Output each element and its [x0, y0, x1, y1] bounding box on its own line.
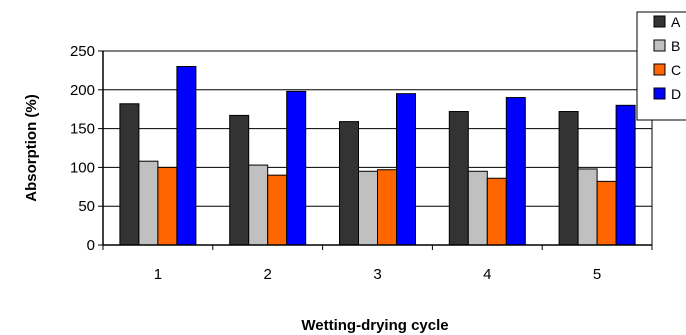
bar-b-1 — [138, 160, 159, 246]
bar-a-1 — [119, 103, 140, 246]
legend-swatch-a — [653, 15, 666, 28]
y-tick-label: 0 — [87, 237, 95, 254]
x-tick-label: 2 — [264, 266, 272, 283]
x-tick-label: 1 — [154, 266, 162, 283]
bar-b-2 — [248, 164, 269, 246]
bar-c-4 — [486, 177, 507, 246]
y-tick-label: 50 — [78, 198, 95, 215]
bar-d-3 — [396, 93, 416, 246]
y-tick-label: 200 — [70, 82, 95, 99]
bar-b-4 — [467, 170, 488, 246]
bar-c-1 — [157, 166, 178, 246]
bars — [119, 66, 636, 246]
y-tick-label: 250 — [70, 43, 95, 60]
bar-d-1 — [176, 66, 197, 246]
bar-c-5 — [596, 180, 617, 246]
bar-d-5 — [615, 104, 636, 246]
bar-a-2 — [229, 114, 250, 246]
legend-label-c: C — [671, 62, 681, 78]
tick-labels: 0 50 100 150 200 250 1 2 3 4 5 — [70, 43, 601, 283]
bar-c-3 — [377, 169, 397, 246]
legend-swatch-d — [653, 87, 666, 100]
legend-swatch-c — [653, 63, 666, 76]
legend-swatch-b — [653, 39, 666, 52]
bar-c-2 — [267, 174, 288, 246]
bar-a-3 — [339, 121, 359, 246]
bar-d-2 — [286, 90, 307, 246]
y-tick-label: 100 — [70, 159, 95, 176]
bar-b-5 — [577, 168, 598, 246]
y-axis-title: Absorption (%) — [23, 94, 40, 201]
legend-label-d: D — [671, 86, 681, 102]
bar-a-4 — [448, 111, 469, 246]
y-tick-label: 150 — [70, 121, 95, 138]
axes — [98, 50, 653, 250]
bar-b-3 — [358, 170, 378, 246]
x-axis-title: Wetting-drying cycle — [301, 317, 448, 334]
legend-label-b: B — [671, 38, 680, 54]
x-tick-label: 4 — [483, 266, 491, 283]
x-tick-label: 3 — [373, 266, 381, 283]
bar-a-5 — [558, 111, 579, 246]
x-tick-label: 5 — [593, 266, 601, 283]
legend-label-a: A — [671, 14, 681, 30]
bar-d-4 — [505, 97, 526, 246]
